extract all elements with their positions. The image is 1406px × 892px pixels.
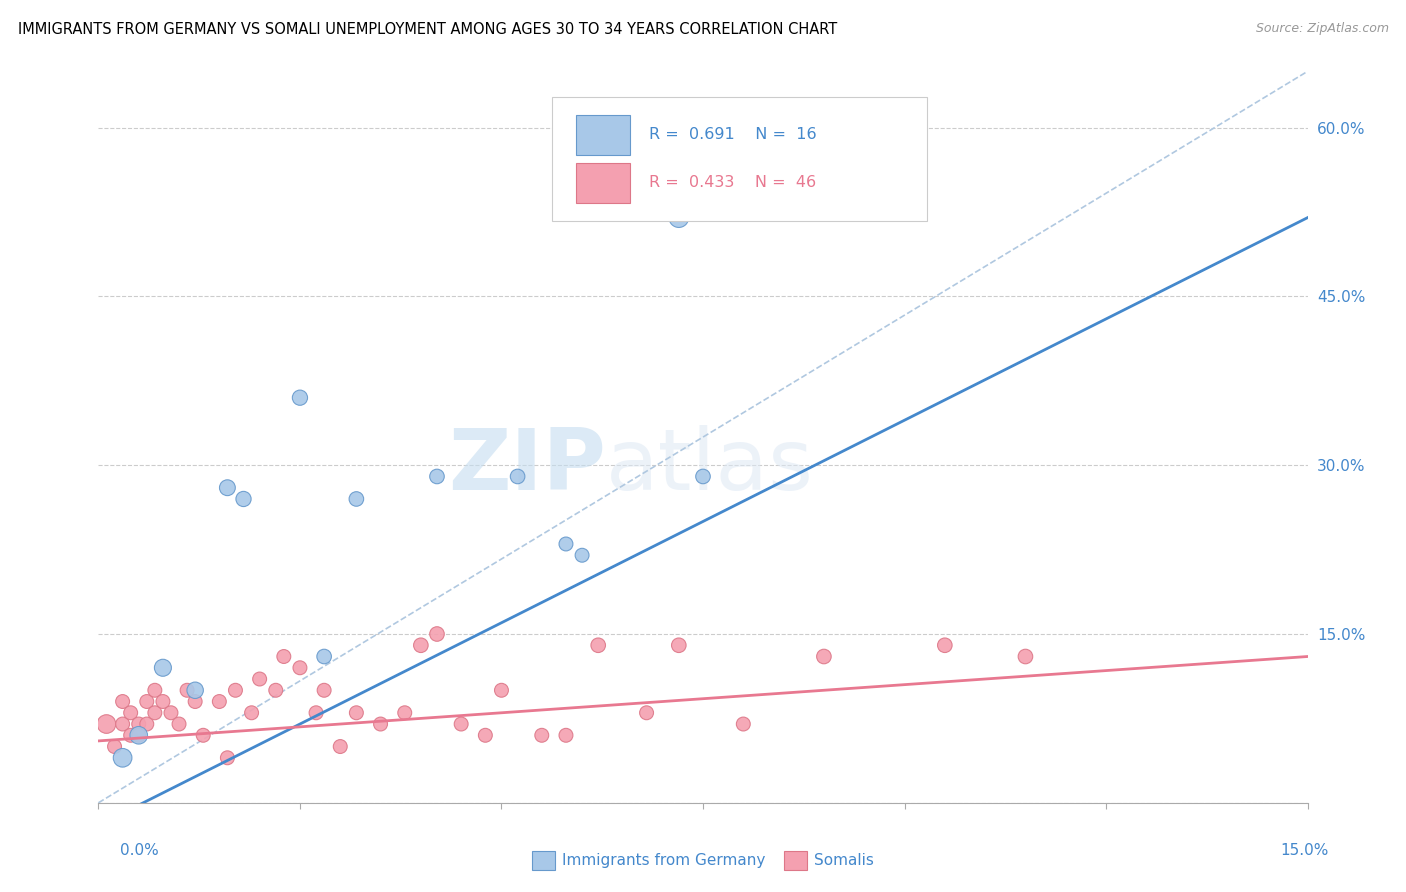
Text: 15.0%: 15.0% <box>1281 843 1329 858</box>
Point <box>491 683 513 698</box>
Point <box>160 706 183 720</box>
FancyBboxPatch shape <box>576 162 630 203</box>
Point <box>288 661 311 675</box>
Point <box>273 649 295 664</box>
Point <box>232 491 254 506</box>
Point <box>288 391 311 405</box>
Point <box>1014 649 1036 664</box>
Point <box>305 706 328 720</box>
Point <box>314 649 336 664</box>
Point <box>733 717 755 731</box>
Point <box>176 683 198 698</box>
Point <box>555 728 578 742</box>
Point <box>344 491 367 506</box>
Point <box>208 694 231 708</box>
Point <box>143 706 166 720</box>
Point <box>111 694 134 708</box>
Point <box>571 548 593 562</box>
Point <box>636 706 658 720</box>
Point <box>184 683 207 698</box>
Point <box>217 481 239 495</box>
Point <box>934 638 956 652</box>
Point <box>692 469 714 483</box>
Point <box>120 728 142 742</box>
Point <box>409 638 432 652</box>
Point <box>111 751 134 765</box>
Point <box>426 627 449 641</box>
Point <box>329 739 352 754</box>
Point <box>128 717 150 731</box>
Point <box>506 469 529 483</box>
Point <box>128 728 150 742</box>
FancyBboxPatch shape <box>551 97 927 221</box>
Point <box>193 728 215 742</box>
FancyBboxPatch shape <box>576 115 630 155</box>
Point <box>152 694 174 708</box>
Point <box>184 694 207 708</box>
Text: R =  0.691    N =  16: R = 0.691 N = 16 <box>648 128 817 143</box>
Legend: Immigrants from Germany, Somalis: Immigrants from Germany, Somalis <box>526 845 880 876</box>
Point <box>111 717 134 731</box>
Point <box>135 694 157 708</box>
Point <box>167 717 190 731</box>
Point <box>636 199 658 213</box>
Point <box>96 717 118 731</box>
Point <box>135 717 157 731</box>
Point <box>240 706 263 720</box>
Point <box>530 728 553 742</box>
Point <box>143 683 166 698</box>
Point <box>555 537 578 551</box>
Point <box>264 683 287 698</box>
Point <box>426 469 449 483</box>
Text: IMMIGRANTS FROM GERMANY VS SOMALI UNEMPLOYMENT AMONG AGES 30 TO 34 YEARS CORRELA: IMMIGRANTS FROM GERMANY VS SOMALI UNEMPL… <box>18 22 838 37</box>
Point <box>450 717 472 731</box>
Point <box>120 706 142 720</box>
Point <box>586 638 609 652</box>
Text: 0.0%: 0.0% <box>120 843 159 858</box>
Point <box>152 661 174 675</box>
Point <box>224 683 246 698</box>
Text: ZIP: ZIP <box>449 425 606 508</box>
Point <box>668 211 690 225</box>
Point <box>103 739 125 754</box>
Point <box>314 683 336 698</box>
Point <box>474 728 496 742</box>
Text: atlas: atlas <box>606 425 814 508</box>
Point <box>249 672 271 686</box>
Text: Source: ZipAtlas.com: Source: ZipAtlas.com <box>1256 22 1389 36</box>
Point <box>217 751 239 765</box>
Point <box>813 649 835 664</box>
Point <box>394 706 416 720</box>
Point <box>344 706 367 720</box>
Point <box>370 717 392 731</box>
Text: R =  0.433    N =  46: R = 0.433 N = 46 <box>648 175 815 190</box>
Point <box>128 728 150 742</box>
Point <box>668 638 690 652</box>
